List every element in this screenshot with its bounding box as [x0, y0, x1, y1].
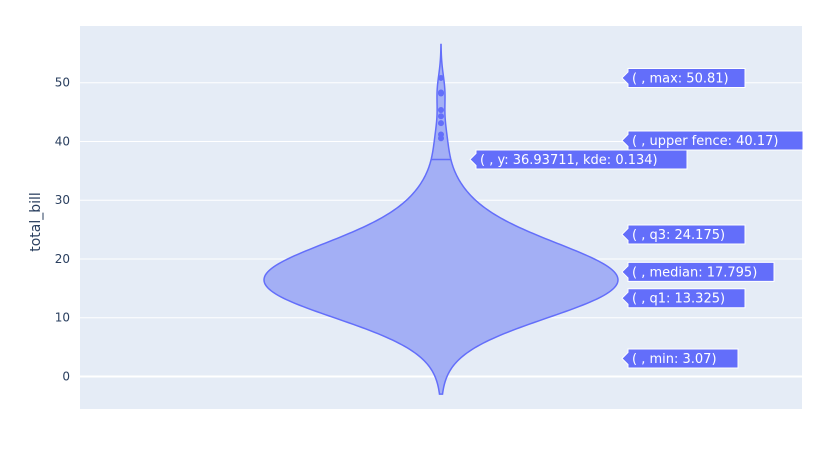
hover-label-upper-fence: ( , upper fence: 40.17) [621, 130, 804, 151]
hover-label-box [469, 149, 688, 170]
y-tick-label-40: 40 [55, 134, 70, 148]
outlier-point-7[interactable] [438, 89, 444, 96]
y-tick-label-50: 50 [55, 76, 70, 90]
hover-label-kde: ( , y: 36.93711, kde: 0.134) [469, 149, 688, 170]
outlier-point-1[interactable] [438, 131, 444, 138]
hover-labels: ( , max: 50.81) ( , upper fence: 40.17) ( … [469, 67, 804, 369]
hover-label-text: ( , q1: 13.325) [632, 292, 725, 307]
hover-label-box [621, 288, 746, 309]
hover-label-box [621, 224, 746, 245]
hover-label-text: ( , median: 17.795) [632, 265, 757, 280]
violin-layer[interactable] [263, 43, 619, 395]
y-tick-label-30: 30 [55, 193, 70, 207]
hover-label-q1: ( , q1: 13.325) [621, 288, 746, 309]
hover-label-box [621, 261, 775, 282]
hover-label-max: ( , max: 50.81) [621, 67, 746, 88]
y-tick-label-20: 20 [55, 252, 70, 266]
hover-label-text: ( , y: 36.93711, kde: 0.134) [480, 153, 658, 168]
hover-label-text: ( , min: 3.07) [632, 352, 717, 367]
hover-label-box [621, 348, 739, 369]
outlier-points[interactable] [438, 74, 444, 142]
hover-label-box [621, 67, 746, 88]
violin-shape[interactable] [263, 43, 619, 395]
hover-label-text: ( , q3: 24.175) [632, 228, 725, 243]
y-tick-label-0: 0 [62, 370, 70, 384]
hover-label-min: ( , min: 3.07) [621, 348, 739, 369]
hover-label-median: ( , median: 17.795) [621, 261, 775, 282]
outlier-point-3[interactable] [438, 113, 444, 120]
y-axis-title: total_bill [28, 192, 44, 252]
hover-label-box [621, 130, 804, 151]
outlier-point-2[interactable] [438, 120, 444, 127]
y-tick-labels: 0 10 20 30 40 50 [55, 76, 70, 384]
outlier-point-4[interactable] [438, 107, 444, 114]
outlier-point-8[interactable] [438, 74, 444, 81]
y-tick-label-10: 10 [55, 311, 70, 325]
hover-label-text: ( , upper fence: 40.17) [632, 134, 778, 149]
hover-label-text: ( , max: 50.81) [632, 71, 729, 86]
hover-label-q3: ( , q3: 24.175) [621, 224, 746, 245]
